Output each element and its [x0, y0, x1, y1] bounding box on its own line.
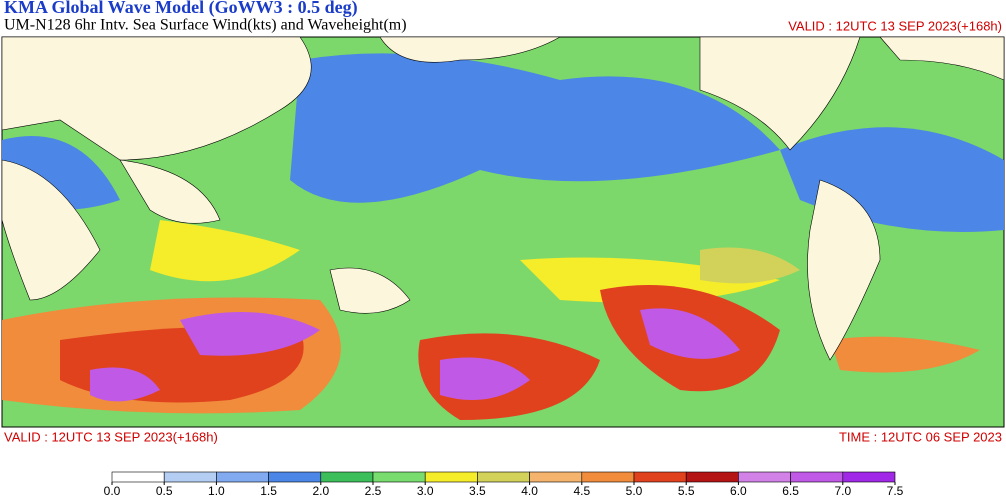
- tick-label: 1.5: [260, 484, 277, 496]
- colorbar-box: [685, 471, 739, 483]
- colorbar-box: [216, 471, 269, 483]
- colorbar-box: [111, 471, 165, 483]
- tick-label: 3.5: [469, 484, 486, 496]
- colorbar-box: [842, 471, 896, 483]
- tick-label: 0.5: [156, 484, 173, 496]
- tick-label: 5.5: [678, 484, 695, 496]
- tick-label: 6.0: [730, 484, 747, 496]
- tick-label: 4.0: [521, 484, 538, 496]
- tick-label: 7.5: [887, 484, 904, 496]
- title: KMA Global Wave Model (GoWW3 : 0.5 deg): [4, 0, 358, 18]
- tick-label: 7.0: [834, 484, 851, 496]
- tick-label: 3.0: [417, 484, 434, 496]
- tick-label: 1.0: [208, 484, 225, 496]
- tick-label: 0.0: [104, 484, 121, 496]
- colorbar-box: [633, 471, 687, 483]
- footer-valid: VALID : 12UTC 13 SEP 2023(+168h): [4, 429, 218, 444]
- footer-time: TIME : 12UTC 06 SEP 2023: [839, 429, 1002, 444]
- colorbar-box: [477, 471, 530, 483]
- tick-label: 2.0: [312, 484, 329, 496]
- colorbar-box: [790, 471, 844, 483]
- tick-label: 4.5: [573, 484, 590, 496]
- colorbar-box: [320, 471, 374, 483]
- colorbar: 0.0 0.5 1.0 1.5 2.0 2.5 3.0 3.5 4.0 4.5 5.0 5.5 6.0 6…: [104, 471, 904, 498]
- colorbar-box: [372, 471, 426, 483]
- tick-label: 5.0: [626, 484, 643, 496]
- subtitle: UM-N128 6hr Intv. Sea Surface Wind(kts) …: [4, 17, 407, 34]
- map: [1, 36, 1005, 428]
- colorbar-box: [738, 471, 791, 483]
- colorbar-box: [424, 471, 478, 483]
- colorbar-box: [268, 471, 322, 483]
- colorbar-box: [163, 471, 217, 483]
- tick-label: 6.5: [782, 484, 799, 496]
- tick-label: 2.5: [365, 484, 382, 496]
- valid-time: VALID : 12UTC 13 SEP 2023(+168h): [788, 18, 1002, 33]
- colorbar-box: [581, 471, 635, 483]
- colorbar-box: [529, 471, 583, 483]
